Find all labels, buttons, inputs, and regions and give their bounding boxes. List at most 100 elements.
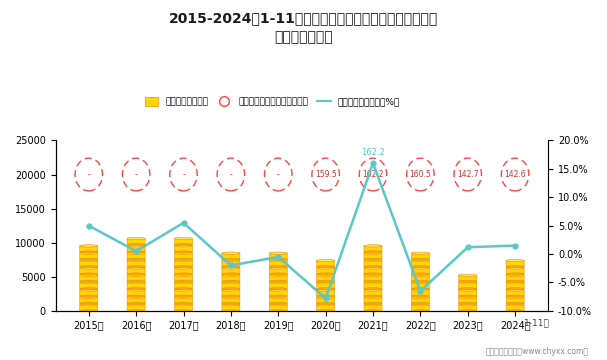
Text: -: - <box>135 170 138 179</box>
Ellipse shape <box>174 273 192 275</box>
Ellipse shape <box>174 310 192 312</box>
Ellipse shape <box>222 310 240 312</box>
FancyBboxPatch shape <box>80 253 98 259</box>
FancyBboxPatch shape <box>412 305 429 311</box>
Ellipse shape <box>270 252 287 255</box>
Ellipse shape <box>412 295 429 297</box>
FancyBboxPatch shape <box>412 283 429 289</box>
Ellipse shape <box>412 296 429 298</box>
Ellipse shape <box>222 273 240 275</box>
Ellipse shape <box>506 266 524 268</box>
Ellipse shape <box>270 273 287 275</box>
FancyBboxPatch shape <box>174 253 192 259</box>
FancyBboxPatch shape <box>506 275 524 282</box>
FancyBboxPatch shape <box>222 283 240 289</box>
Ellipse shape <box>174 252 192 255</box>
FancyBboxPatch shape <box>412 275 429 282</box>
Ellipse shape <box>222 295 240 297</box>
FancyBboxPatch shape <box>506 290 524 296</box>
Ellipse shape <box>222 302 240 305</box>
Ellipse shape <box>459 303 476 306</box>
FancyBboxPatch shape <box>412 261 429 267</box>
Ellipse shape <box>80 252 98 255</box>
Ellipse shape <box>270 258 287 261</box>
Ellipse shape <box>174 303 192 306</box>
Ellipse shape <box>222 258 240 261</box>
Ellipse shape <box>270 267 287 269</box>
Ellipse shape <box>364 266 382 268</box>
Ellipse shape <box>80 302 98 305</box>
Ellipse shape <box>412 302 429 305</box>
FancyBboxPatch shape <box>459 297 476 303</box>
Ellipse shape <box>222 296 240 298</box>
Ellipse shape <box>127 267 145 269</box>
Text: 142.6: 142.6 <box>504 170 526 179</box>
Ellipse shape <box>364 296 382 298</box>
Ellipse shape <box>459 288 476 290</box>
Ellipse shape <box>459 302 476 305</box>
Ellipse shape <box>317 260 334 262</box>
FancyBboxPatch shape <box>127 275 145 282</box>
Ellipse shape <box>364 295 382 297</box>
FancyBboxPatch shape <box>174 238 192 244</box>
FancyBboxPatch shape <box>80 246 98 252</box>
Ellipse shape <box>80 288 98 290</box>
Ellipse shape <box>127 237 145 240</box>
Ellipse shape <box>270 289 287 291</box>
Ellipse shape <box>412 288 429 290</box>
FancyBboxPatch shape <box>222 290 240 296</box>
Ellipse shape <box>80 258 98 261</box>
Ellipse shape <box>270 303 287 306</box>
Ellipse shape <box>364 288 382 290</box>
Ellipse shape <box>364 303 382 306</box>
FancyBboxPatch shape <box>270 253 287 259</box>
Ellipse shape <box>270 274 287 276</box>
Ellipse shape <box>317 282 334 284</box>
Ellipse shape <box>506 295 524 297</box>
Ellipse shape <box>222 267 240 269</box>
Ellipse shape <box>506 296 524 298</box>
FancyBboxPatch shape <box>364 283 382 289</box>
Ellipse shape <box>459 280 476 283</box>
Ellipse shape <box>222 280 240 283</box>
Text: 1-11月: 1-11月 <box>524 319 550 328</box>
FancyBboxPatch shape <box>317 268 334 274</box>
FancyBboxPatch shape <box>364 261 382 267</box>
FancyBboxPatch shape <box>412 268 429 274</box>
FancyBboxPatch shape <box>222 297 240 303</box>
Ellipse shape <box>317 303 334 306</box>
Ellipse shape <box>174 245 192 247</box>
FancyBboxPatch shape <box>412 253 429 259</box>
Ellipse shape <box>364 252 382 255</box>
Ellipse shape <box>506 260 524 262</box>
FancyBboxPatch shape <box>270 290 287 296</box>
FancyBboxPatch shape <box>412 297 429 303</box>
Text: 142.7: 142.7 <box>457 170 478 179</box>
FancyBboxPatch shape <box>364 290 382 296</box>
Ellipse shape <box>412 266 429 268</box>
FancyBboxPatch shape <box>222 261 240 267</box>
Ellipse shape <box>412 267 429 269</box>
Ellipse shape <box>127 296 145 298</box>
Ellipse shape <box>174 280 192 283</box>
Ellipse shape <box>222 252 240 255</box>
Ellipse shape <box>127 274 145 276</box>
Ellipse shape <box>317 274 334 276</box>
Ellipse shape <box>364 274 382 276</box>
Ellipse shape <box>174 274 192 276</box>
Ellipse shape <box>364 273 382 275</box>
FancyBboxPatch shape <box>317 261 334 267</box>
Ellipse shape <box>127 251 145 253</box>
FancyBboxPatch shape <box>127 261 145 267</box>
Text: 2015-2024年1-11月文教、工美、体育和娱乐用品制造业
企业营收统计图: 2015-2024年1-11月文教、工美、体育和娱乐用品制造业 企业营收统计图 <box>169 11 438 44</box>
FancyBboxPatch shape <box>80 305 98 311</box>
Ellipse shape <box>317 295 334 297</box>
FancyBboxPatch shape <box>80 275 98 282</box>
Text: 159.5: 159.5 <box>315 170 336 179</box>
Ellipse shape <box>174 266 192 268</box>
Ellipse shape <box>317 267 334 269</box>
FancyBboxPatch shape <box>364 297 382 303</box>
FancyBboxPatch shape <box>270 305 287 311</box>
Text: 制图：智研咋询（www.chyxx.com）: 制图：智研咋询（www.chyxx.com） <box>486 347 589 356</box>
Ellipse shape <box>127 280 145 283</box>
